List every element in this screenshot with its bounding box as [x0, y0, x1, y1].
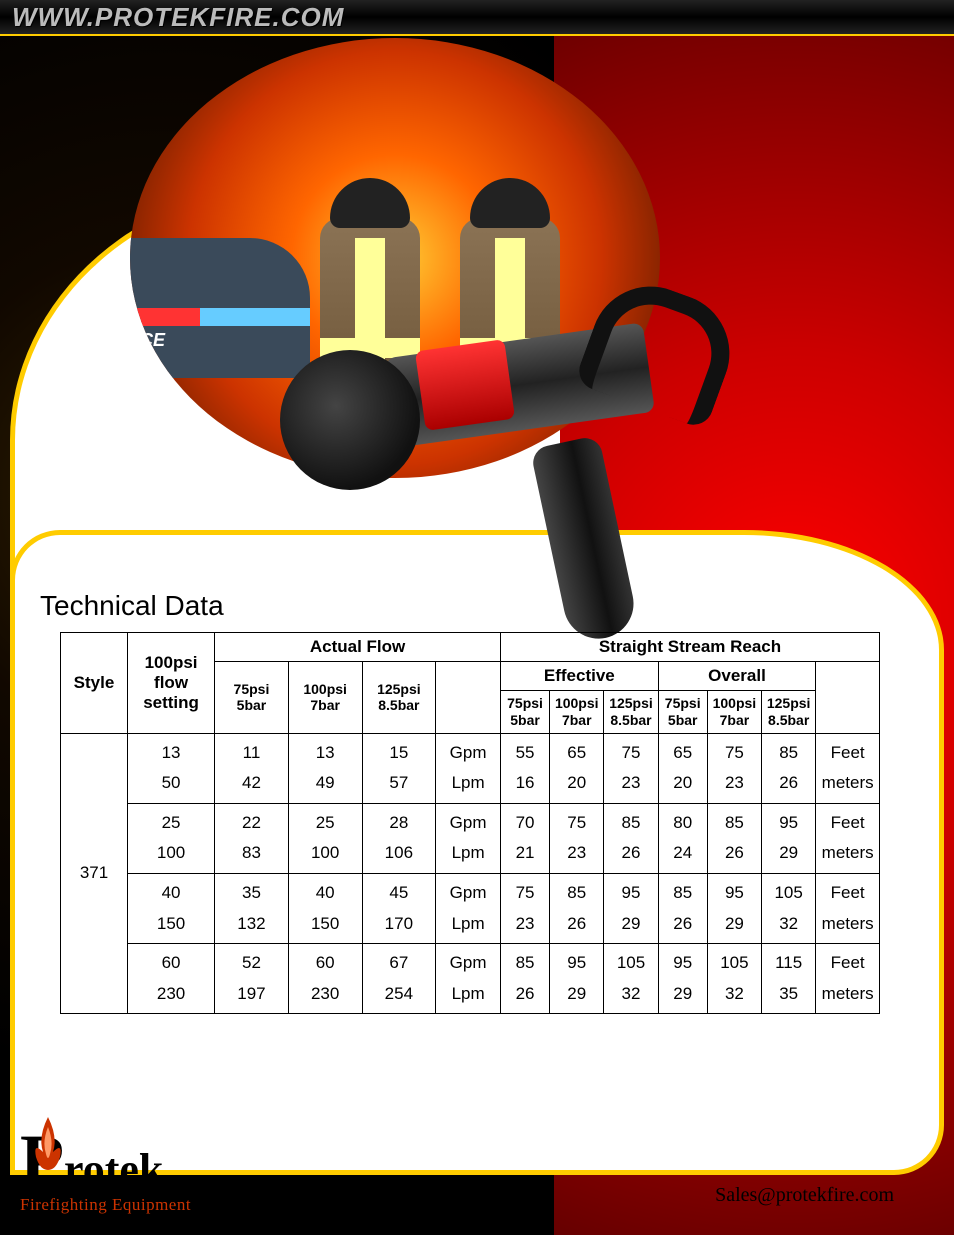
cell-af125: 45170 — [362, 873, 436, 943]
th-actual-flow: Actual Flow — [215, 633, 501, 662]
cell-setting: 60230 — [128, 944, 215, 1014]
cell-o125: 9529 — [762, 803, 816, 873]
th-style: Style — [61, 633, 128, 734]
cell-reach-unit: Feetmeters — [816, 873, 880, 943]
cell-af125: 28106 — [362, 803, 436, 873]
cell-e100: 7523 — [550, 803, 604, 873]
th-o-75: 75psi 5bar — [658, 691, 707, 734]
flame-icon — [28, 1112, 68, 1172]
th-af-100: 100psi 7bar — [288, 662, 362, 734]
cell-reach-unit: Feetmeters — [816, 733, 880, 803]
cell-e100: 6520 — [550, 733, 604, 803]
logo: P rotek Firefighting Equipment — [20, 1132, 191, 1215]
cell-reach-unit: Feetmeters — [816, 803, 880, 873]
cell-e125: 7523 — [604, 733, 658, 803]
cell-o125: 8526 — [762, 733, 816, 803]
cell-af75: 1142 — [215, 733, 289, 803]
logo-rotek: rotek — [64, 1145, 163, 1194]
cell-setting: 40150 — [128, 873, 215, 943]
cell-af-unit: GpmLpm — [436, 733, 501, 803]
cell-e100: 9529 — [550, 944, 604, 1014]
cell-e125: 10532 — [604, 944, 658, 1014]
th-e-100: 100psi 7bar — [550, 691, 604, 734]
th-overall: Overall — [658, 662, 816, 691]
cell-af75: 2283 — [215, 803, 289, 873]
cell-e125: 9529 — [604, 873, 658, 943]
contact-email[interactable]: Sales@protekfire.com — [715, 1184, 894, 1207]
cell-af75: 35132 — [215, 873, 289, 943]
th-af-75: 75psi 5bar — [215, 662, 289, 734]
cell-o100: 7523 — [707, 733, 761, 803]
cell-e75: 7523 — [500, 873, 549, 943]
cell-af100: 25100 — [288, 803, 362, 873]
table-row: 2510022832510028106GpmLpm702175238526802… — [61, 803, 880, 873]
police-label: OLICE — [130, 330, 165, 351]
table-row: 60230521976023067254GpmLpm85269529105329… — [61, 944, 880, 1014]
cell-af-unit: GpmLpm — [436, 873, 501, 943]
cell-o75: 8024 — [658, 803, 707, 873]
table-row: 3711350114213491557GpmLpm551665207523652… — [61, 733, 880, 803]
cell-o100: 9529 — [707, 873, 761, 943]
cell-setting: 25100 — [128, 803, 215, 873]
section-title: Technical Data — [40, 590, 899, 622]
th-o-100: 100psi 7bar — [707, 691, 761, 734]
th-e-125: 125psi 8.5bar — [604, 691, 658, 734]
th-o-125: 125psi 8.5bar — [762, 691, 816, 734]
th-flow-setting: 100psi flow setting — [128, 633, 215, 734]
cell-o75: 8526 — [658, 873, 707, 943]
cell-e75: 7021 — [500, 803, 549, 873]
th-af-unit — [436, 662, 501, 734]
cell-o75: 6520 — [658, 733, 707, 803]
cell-af-unit: GpmLpm — [436, 803, 501, 873]
cell-style: 371 — [61, 733, 128, 1014]
th-af-125: 125psi 8.5bar — [362, 662, 436, 734]
cell-reach-unit: Feetmeters — [816, 944, 880, 1014]
cell-af100: 60230 — [288, 944, 362, 1014]
cell-e125: 8526 — [604, 803, 658, 873]
cell-af125: 67254 — [362, 944, 436, 1014]
cell-o125: 10532 — [762, 873, 816, 943]
content-area: Technical Data Style 100psi flow setting… — [40, 590, 899, 1014]
table-row: 40150351324015045170GpmLpm75238526952985… — [61, 873, 880, 943]
cell-af100: 40150 — [288, 873, 362, 943]
cell-o75: 9529 — [658, 944, 707, 1014]
header-url: WWW.PROTEKFIRE.COM — [12, 2, 344, 33]
cell-af-unit: GpmLpm — [436, 944, 501, 1014]
cell-e100: 8526 — [550, 873, 604, 943]
cell-af100: 1349 — [288, 733, 362, 803]
cell-e75: 8526 — [500, 944, 549, 1014]
technical-data-table: Style 100psi flow setting Actual Flow St… — [60, 632, 880, 1014]
cell-setting: 1350 — [128, 733, 215, 803]
cell-o100: 10532 — [707, 944, 761, 1014]
th-stream-reach: Straight Stream Reach — [500, 633, 879, 662]
th-e-75: 75psi 5bar — [500, 691, 549, 734]
cell-af125: 1557 — [362, 733, 436, 803]
cell-o125: 11535 — [762, 944, 816, 1014]
th-effective: Effective — [500, 662, 658, 691]
cell-af75: 52197 — [215, 944, 289, 1014]
cell-o100: 8526 — [707, 803, 761, 873]
cell-e75: 5516 — [500, 733, 549, 803]
th-reach-unit — [816, 662, 880, 734]
